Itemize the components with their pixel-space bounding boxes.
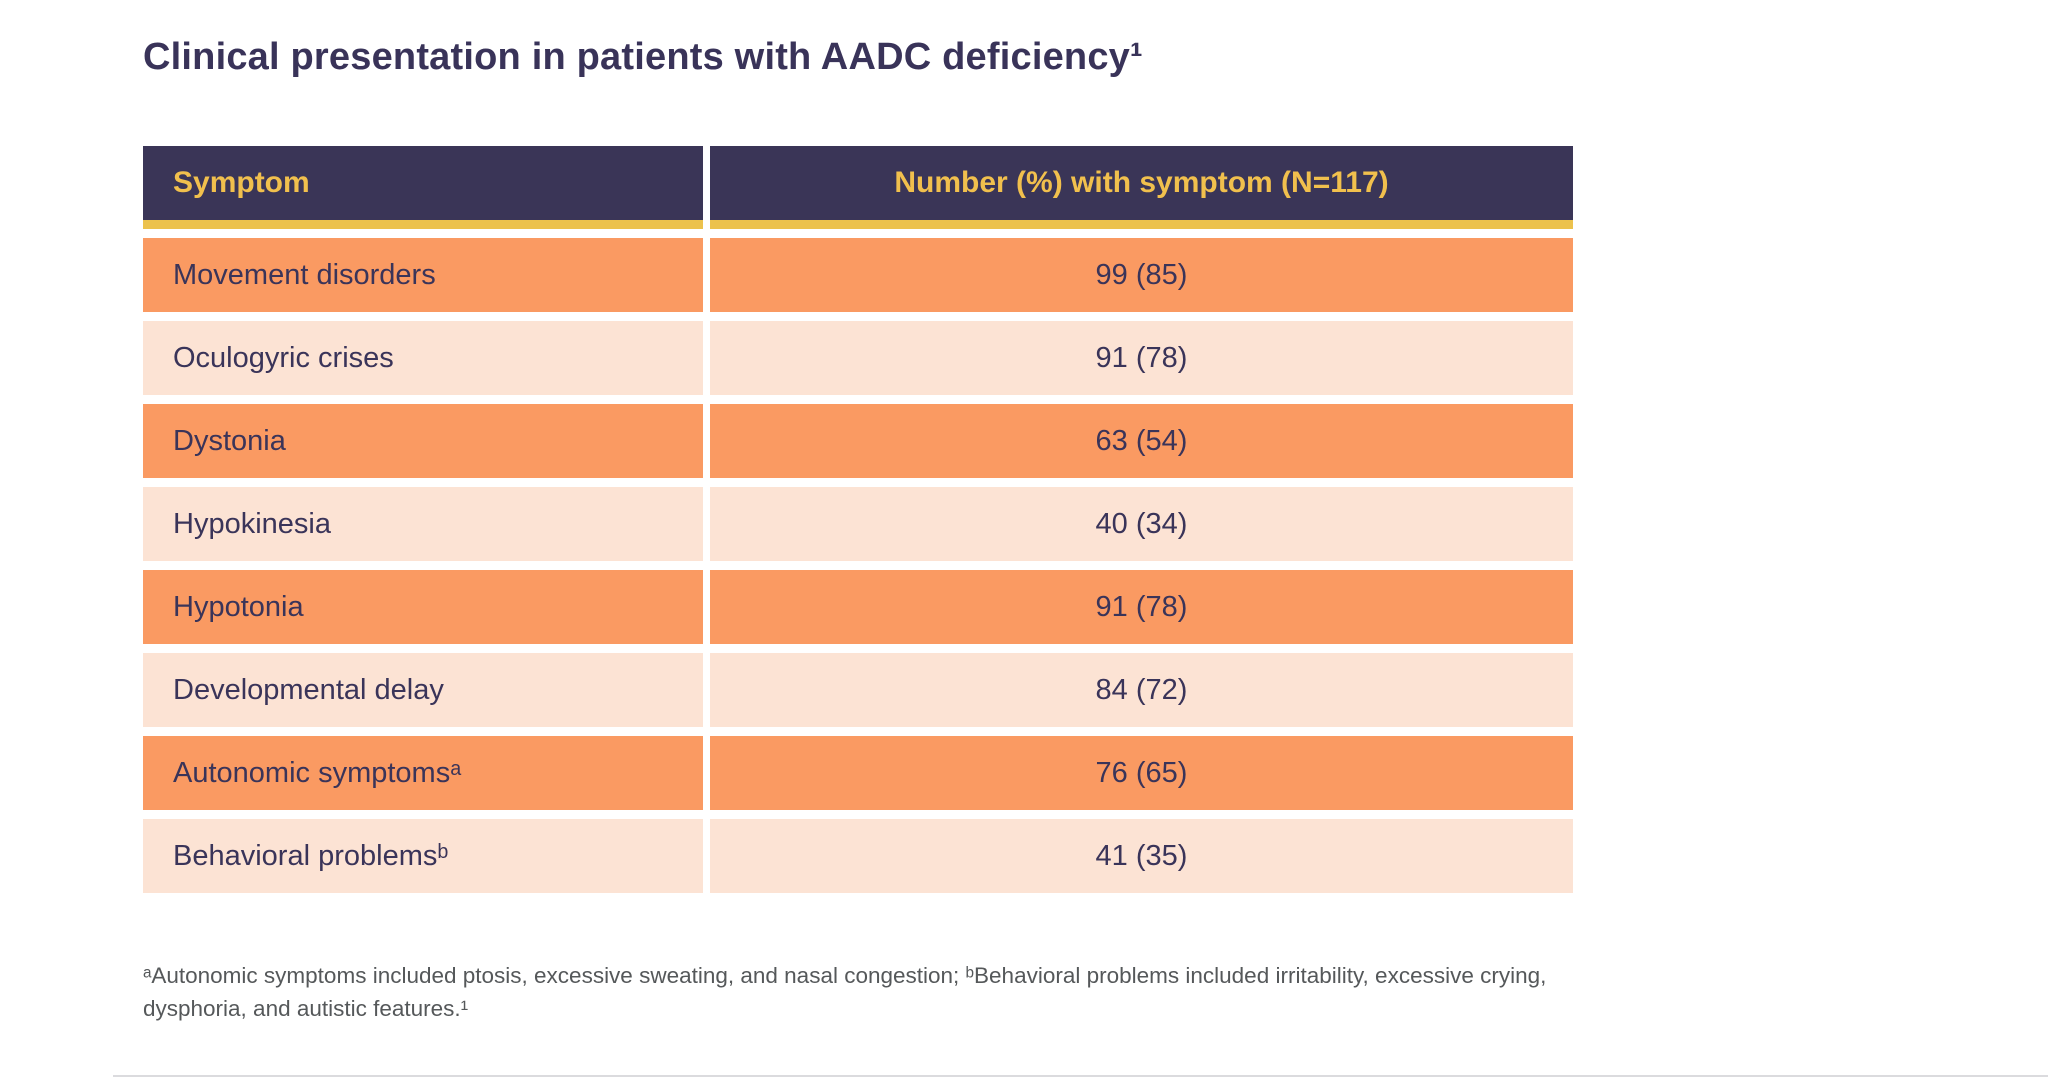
table-header-number: Number (%) with symptom (N=117) [710, 146, 1573, 229]
table-row-value: 41 (35) [710, 819, 1573, 893]
table-row-symptom: Autonomic symptomsᵃ [143, 736, 703, 810]
table-row-symptom: Dystonia [143, 404, 703, 478]
table-row-symptom: Developmental delay [143, 653, 703, 727]
table-row-value: 91 (78) [710, 321, 1573, 395]
table-row-value: 99 (85) [710, 238, 1573, 312]
page-title: Clinical presentation in patients with A… [143, 36, 1143, 78]
table-row-symptom: Hypotonia [143, 570, 703, 644]
table-row-value: 63 (54) [710, 404, 1573, 478]
table-row-symptom: Oculogyric crises [143, 321, 703, 395]
table-row-value: 84 (72) [710, 653, 1573, 727]
table-row-value: 40 (34) [710, 487, 1573, 561]
table-row-value: 91 (78) [710, 570, 1573, 644]
footnote: ᵃAutonomic symptoms included ptosis, exc… [143, 963, 1547, 1021]
bottom-divider [113, 1075, 2048, 1077]
table-row-symptom: Hypokinesia [143, 487, 703, 561]
table-row-symptom: Behavioral problemsᵇ [143, 819, 703, 893]
table-header-symptom: Symptom [143, 146, 703, 229]
table-row-symptom: Movement disorders [143, 238, 703, 312]
clinical-presentation-table: Symptom Number (%) with symptom (N=117) … [143, 146, 1573, 893]
table-row-value: 76 (65) [710, 736, 1573, 810]
